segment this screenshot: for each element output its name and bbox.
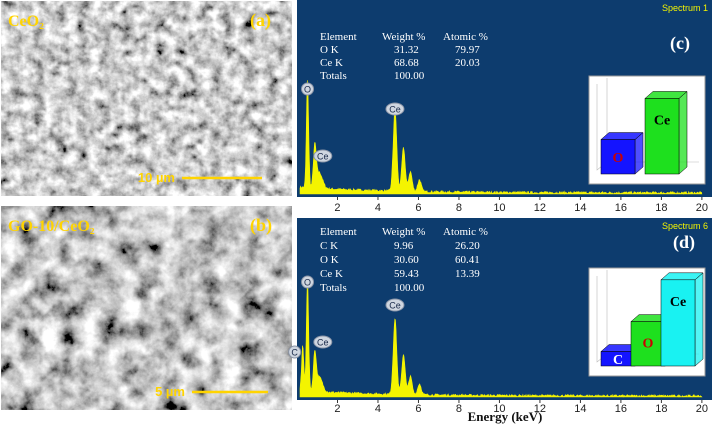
x-tick-label: 14 [574, 403, 586, 415]
table-cell: 9.96 [394, 240, 414, 252]
scale-bar-label: 10 µm [138, 170, 175, 185]
panel-label: (d) [673, 232, 695, 253]
table-cell: Totals [320, 70, 347, 82]
x-tick-label: 10 [493, 403, 505, 415]
peak-label: C [291, 348, 298, 358]
inset-bar [644, 98, 680, 175]
x-tick-label: 10 [493, 202, 505, 214]
sample-label: GO-10/CeO₂ [8, 218, 95, 235]
table-cell: 30.60 [394, 254, 419, 266]
peak-marker [313, 335, 333, 349]
sample-label: CeO₂ [8, 13, 44, 30]
peak-marker [385, 298, 405, 312]
x-tick-label: 8 [456, 202, 462, 214]
table-cell: Totals [320, 282, 347, 294]
inset-bar [600, 139, 636, 175]
table-cell: 13.39 [455, 268, 480, 280]
table-cell: Ce K [320, 268, 343, 280]
inset-bar-side [678, 90, 688, 175]
x-tick-label: 2 [334, 202, 340, 214]
spectrum-name: Spectrum 6 [662, 221, 708, 231]
x-tick-label: 6 [415, 403, 421, 415]
x-tick-label: 12 [534, 403, 546, 415]
panel-label: (b) [250, 215, 272, 236]
x-tick-label: 16 [615, 403, 627, 415]
x-tick-label: 20 [696, 202, 708, 214]
peak-marker [313, 149, 333, 163]
table-cell: 100.00 [394, 70, 425, 82]
x-tick-label: 6 [415, 202, 421, 214]
peak-marker [288, 345, 302, 359]
table-header: Weight % [382, 226, 425, 238]
peak-label: O [304, 278, 311, 288]
table-header: Atomic % [443, 226, 488, 238]
spectrum-name: Spectrum 1 [662, 3, 708, 13]
x-tick-label: 20 [696, 403, 708, 415]
inset-bar-label: Ce [654, 113, 670, 128]
table-header: Atomic % [443, 31, 488, 43]
spectrum-trace [299, 280, 703, 398]
peak-marker [301, 275, 315, 289]
table-cell: 26.20 [455, 240, 480, 252]
inset-bar-label: O [643, 337, 654, 352]
scale-bar-label: 5 µm [155, 384, 185, 399]
peak-label: Ce [317, 152, 329, 162]
inset-bar [630, 321, 666, 367]
panel-label: (c) [670, 33, 690, 54]
peak-label: Ce [317, 338, 329, 348]
table-cell: Ce K [320, 57, 343, 69]
x-tick-label: 4 [375, 202, 381, 214]
table-header: Element [320, 226, 357, 238]
x-tick-label: 18 [655, 202, 667, 214]
table-cell: 20.03 [455, 57, 480, 69]
x-tick-label: 14 [574, 202, 586, 214]
panel-label: (a) [250, 10, 271, 31]
peak-label: Ce [389, 301, 401, 311]
x-tick-label: 12 [534, 202, 546, 214]
table-cell: O K [320, 44, 339, 56]
spectrum-trace [299, 80, 703, 195]
table-cell: 68.68 [394, 57, 419, 69]
inset-bar-label: C [613, 353, 623, 368]
table-cell: 100.00 [394, 282, 425, 294]
inset-bar-label: Ce [670, 295, 686, 310]
x-tick-label: 4 [375, 403, 381, 415]
peak-marker [385, 102, 405, 116]
table-header: Element [320, 31, 357, 43]
x-axis-label: Energy (keV) [468, 409, 543, 424]
peak-marker [301, 82, 315, 96]
table-cell: 60.41 [455, 254, 480, 266]
sem-image [1, 206, 292, 410]
inset-bar-side [694, 272, 704, 367]
x-tick-label: 18 [655, 403, 667, 415]
x-tick-label: 2 [334, 403, 340, 415]
inset-bar [660, 279, 696, 367]
x-tick-label: 8 [456, 403, 462, 415]
table-cell: 31.32 [394, 44, 419, 56]
sem-image [0, 0, 293, 197]
inset-bar-label: O [613, 151, 624, 166]
table-cell: C K [320, 240, 338, 252]
table-header: Weight % [382, 31, 425, 43]
table-cell: 79.97 [455, 44, 480, 56]
x-tick-label: 16 [615, 202, 627, 214]
table-cell: O K [320, 254, 339, 266]
peak-label: Ce [389, 105, 401, 115]
table-cell: 59.43 [394, 268, 419, 280]
peak-label: O [304, 85, 311, 95]
